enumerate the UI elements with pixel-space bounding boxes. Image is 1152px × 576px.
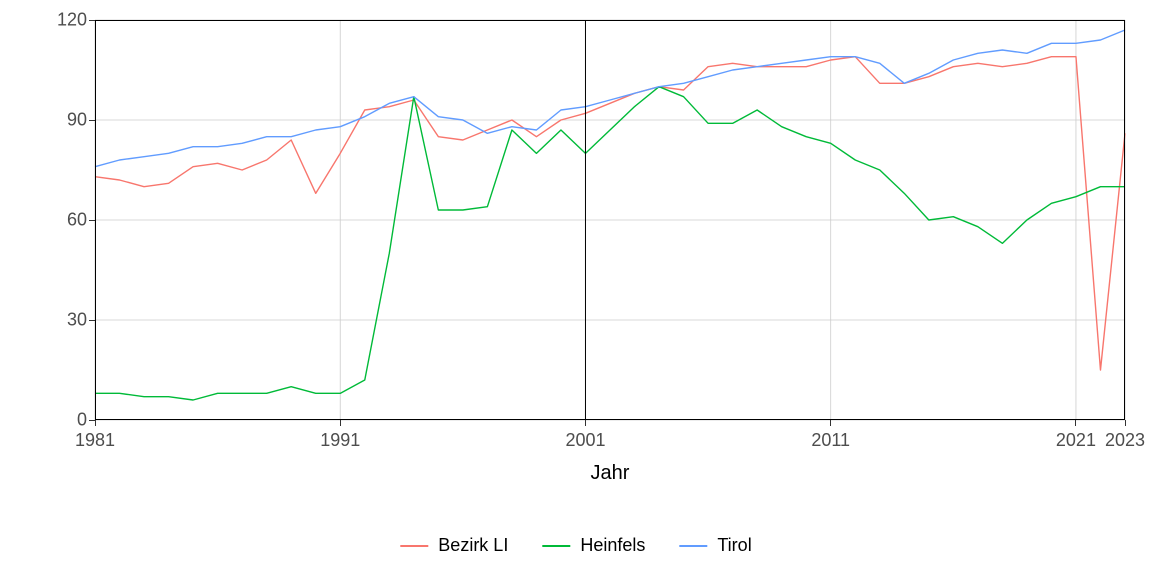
- x-tick-label: 2021: [1056, 430, 1096, 451]
- x-tick: [95, 420, 96, 426]
- y-tick: [89, 320, 95, 321]
- y-tick-label: 120: [51, 10, 87, 31]
- x-tick: [585, 420, 586, 426]
- legend-item: Heinfels: [542, 535, 645, 556]
- legend-swatch: [542, 545, 570, 547]
- y-tick: [89, 420, 95, 421]
- legend-label: Bezirk LI: [438, 535, 508, 556]
- y-tick-label: 90: [51, 110, 87, 131]
- y-tick-label: 30: [51, 310, 87, 331]
- x-tick-label: 2023: [1105, 430, 1145, 451]
- x-tick: [340, 420, 341, 426]
- legend-item: Bezirk LI: [400, 535, 508, 556]
- legend-swatch: [679, 545, 707, 547]
- x-tick-label: 1991: [320, 430, 360, 451]
- y-tick: [89, 120, 95, 121]
- chart-figure: Index 2001 = 100 Jahr 198119912001201120…: [0, 0, 1152, 576]
- legend-item: Tirol: [679, 535, 751, 556]
- x-axis-title: Jahr: [591, 462, 630, 485]
- y-tick: [89, 20, 95, 21]
- y-tick: [89, 220, 95, 221]
- plot-svg: [95, 20, 1125, 420]
- y-tick-label: 0: [51, 410, 87, 431]
- legend-swatch: [400, 545, 428, 547]
- plot-area: [95, 20, 1125, 420]
- x-tick: [830, 420, 831, 426]
- x-tick-label: 2001: [565, 430, 605, 451]
- x-tick-label: 1981: [75, 430, 115, 451]
- legend-label: Tirol: [717, 535, 751, 556]
- legend: Bezirk LI Heinfels Tirol: [400, 535, 751, 556]
- y-tick-label: 60: [51, 210, 87, 231]
- legend-label: Heinfels: [580, 535, 645, 556]
- x-tick-label: 2011: [811, 430, 850, 451]
- x-tick: [1075, 420, 1076, 426]
- x-tick: [1125, 420, 1126, 426]
